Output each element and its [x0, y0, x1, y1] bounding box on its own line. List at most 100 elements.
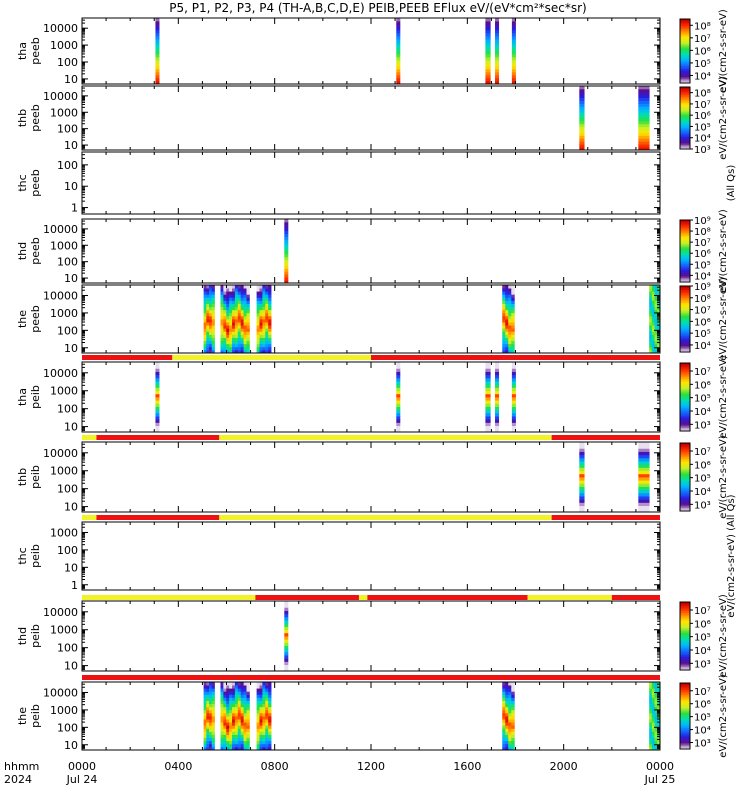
spectrogram-cell: [651, 709, 655, 714]
spectrogram-cell: [511, 387, 516, 392]
colorbar-cell: [680, 43, 690, 46]
spectrogram-cell: [256, 306, 260, 311]
spectrogram-cell: [265, 694, 269, 698]
spectrogram-cell: [646, 100, 650, 104]
spectrogram-cell: [234, 303, 239, 308]
spectrogram-cell: [206, 294, 210, 298]
colorbar-cell: [680, 603, 690, 606]
spectrogram-cell: [229, 740, 233, 745]
spectrogram-cell: [259, 315, 263, 320]
spectrogram-cell: [246, 725, 250, 729]
spectrogram-cell: [259, 685, 263, 689]
spectrogram-cell: [209, 731, 213, 735]
colorbar-cell: [680, 605, 690, 608]
spectrogram-cell: [246, 716, 250, 720]
spectrogram-cell: [234, 331, 239, 335]
spectrogram-cell: [246, 340, 250, 345]
flag-segment: [82, 595, 256, 600]
spectrogram-cell: [220, 709, 224, 714]
spectrogram-cell: [234, 700, 239, 705]
spectrogram-cell: [485, 371, 489, 376]
spectrogram-cell: [206, 734, 210, 739]
spectrogram-cell: [654, 734, 658, 739]
spectrogram-cell: [641, 135, 645, 139]
colorbar-cell: [680, 230, 690, 233]
spectrogram-cell: [262, 312, 266, 317]
spectrogram-cell: [203, 349, 207, 354]
spectrogram-cell: [203, 731, 207, 735]
spectrogram-cell: [508, 285, 512, 289]
spectrogram-cell: [220, 312, 224, 317]
spectrogram-cell: [223, 325, 227, 329]
spectrogram-cell: [259, 734, 263, 739]
panel-frame: [81, 441, 661, 513]
spectrogram-cell: [396, 409, 401, 414]
spectrogram-cell: [206, 709, 210, 714]
spectrogram-cell: [654, 743, 658, 748]
spectrogram-cell: [246, 719, 250, 723]
spectrogram-cell: [485, 428, 489, 433]
spectrogram-cell: [232, 700, 236, 705]
spectrogram-cell: [649, 328, 653, 332]
colorbar-cell: [680, 722, 690, 725]
spectrogram-cell: [511, 706, 515, 711]
spectrogram-cell: [265, 334, 269, 338]
spectrogram-cell: [485, 51, 489, 55]
spectrogram-cell: [262, 319, 266, 323]
colorbar-cell: [680, 54, 690, 57]
spectrogram-cell: [284, 280, 289, 284]
spectrogram-cell: [262, 697, 266, 701]
spectrogram-cell: [654, 716, 658, 720]
colorbar-cell: [680, 374, 690, 378]
spectrogram-cell: [511, 328, 515, 332]
spectrogram-cell: [396, 27, 401, 31]
spectrogram-cell: [646, 144, 650, 148]
spectrogram-cell: [240, 328, 244, 332]
spectrogram-cell: [654, 297, 658, 301]
colorbar-cell: [680, 337, 690, 340]
spectrogram-cell: [396, 425, 401, 430]
spectrogram-cell: [643, 496, 647, 500]
spectrogram-cell: [229, 737, 233, 742]
spectrogram-cell: [508, 731, 512, 735]
spectrogram-cell: [220, 740, 224, 745]
colorbar-cell: [680, 119, 690, 122]
y-tick-label: 1: [71, 579, 78, 592]
spectrogram-cell: [638, 445, 642, 449]
colorbar-cell: [680, 400, 690, 403]
colorbar-cell: [680, 613, 690, 617]
spectrogram-cell: [638, 97, 642, 101]
spectrogram-cell: [220, 682, 224, 686]
spectrogram-cell: [246, 325, 250, 329]
spectrogram-cell: [638, 442, 642, 446]
colorbar-cell: [680, 378, 690, 381]
spectrogram-cell: [502, 731, 506, 735]
spectrogram-cell: [232, 337, 236, 342]
spectrogram-cell: [155, 60, 160, 64]
colorbar-cell: [680, 742, 690, 745]
colorbar-cell: [680, 504, 690, 507]
spectrogram-cell: [284, 219, 289, 223]
spectrogram-cell: [396, 30, 401, 34]
spectrogram-cell: [643, 492, 647, 497]
spectrogram-cell: [643, 147, 647, 151]
spectrogram-cell: [209, 337, 213, 342]
spectrogram-burst: [155, 18, 160, 85]
spectrogram-cell: [502, 303, 506, 308]
spectrogram-cell: [155, 384, 160, 388]
spectrogram-cell: [265, 688, 269, 692]
spectrogram-cell: [502, 340, 506, 345]
spectrogram-cell: [234, 743, 239, 748]
spectrogram-cell: [243, 697, 247, 701]
spectrogram-cell: [211, 319, 215, 323]
spectrogram-cell: [256, 349, 260, 354]
colorbar-cell: [680, 76, 690, 79]
spectrogram-cell: [505, 682, 509, 686]
spectrogram-cell: [581, 97, 585, 101]
spectrogram-cell: [234, 712, 239, 717]
spectrogram-cell: [502, 722, 506, 726]
spectrogram-cell: [262, 309, 266, 314]
spectrogram-cell: [229, 315, 233, 320]
